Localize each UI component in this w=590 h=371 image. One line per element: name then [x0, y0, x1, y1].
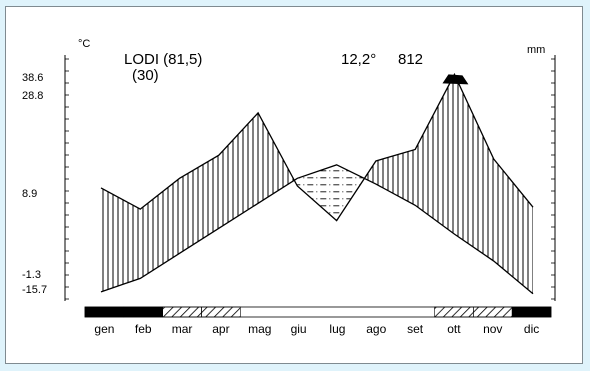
- month-label-gen: gen: [94, 322, 114, 336]
- humid-area-1: [364, 74, 533, 294]
- month-label-apr: apr: [212, 322, 229, 336]
- right-unit-label: mm: [527, 44, 545, 56]
- frost-cell-dic: [511, 306, 552, 318]
- y-tick-label: -15.7: [22, 284, 47, 296]
- y-tick-label: 28.8: [22, 90, 43, 102]
- frost-cell-nov: [473, 306, 513, 318]
- month-label-ago: ago: [366, 322, 386, 336]
- overflow-peak: [442, 74, 469, 85]
- frost-cell-mar: [162, 306, 202, 318]
- month-label-lug: lug: [329, 322, 345, 336]
- plot-area: [100, 72, 534, 295]
- mean-temperature: 12,2°: [341, 51, 376, 68]
- arid-area-0: [294, 164, 365, 221]
- month-label-dic: dic: [524, 322, 539, 336]
- month-label-ott: ott: [447, 322, 461, 336]
- y-tick-label: 38.6: [22, 72, 43, 84]
- y-tick-labels: 38.6 28.8 8.9 -1.3 -15.7: [22, 72, 47, 296]
- month-label-feb: feb: [135, 322, 152, 336]
- chart-title: LODI (81,5): [124, 51, 202, 68]
- frost-cell-feb: [123, 306, 163, 318]
- month-labels: gen feb mar apr mag giu lug ago set ott nov dic: [94, 322, 539, 336]
- frost-cell-ott: [434, 306, 474, 318]
- frost-cell-apr: [201, 306, 241, 318]
- y-tick-label: -1.3: [22, 269, 41, 281]
- series-upper-line: [100, 72, 534, 222]
- frost-cell-gen: [84, 306, 125, 318]
- annual-precipitation: 812: [398, 51, 423, 68]
- month-label-nov: nov: [483, 322, 502, 336]
- month-label-mar: mar: [172, 322, 193, 336]
- chart-frame: °C mm LODI (81,5) (30) 12,2° 812 38.6 28.…: [5, 6, 583, 364]
- month-label-set: set: [407, 322, 424, 336]
- month-label-mag: mag: [248, 322, 271, 336]
- climate-diagram: °C mm LODI (81,5) (30) 12,2° 812 38.6 28.…: [22, 38, 556, 336]
- axes: [64, 55, 556, 301]
- left-unit-label: °C: [78, 38, 90, 50]
- frost-bar: [84, 306, 552, 318]
- month-label-giu: giu: [291, 322, 307, 336]
- chart-subtitle: (30): [132, 67, 159, 84]
- humid-area-0: [101, 112, 295, 292]
- y-tick-label: 8.9: [22, 188, 37, 200]
- series-lower-line: [100, 164, 534, 295]
